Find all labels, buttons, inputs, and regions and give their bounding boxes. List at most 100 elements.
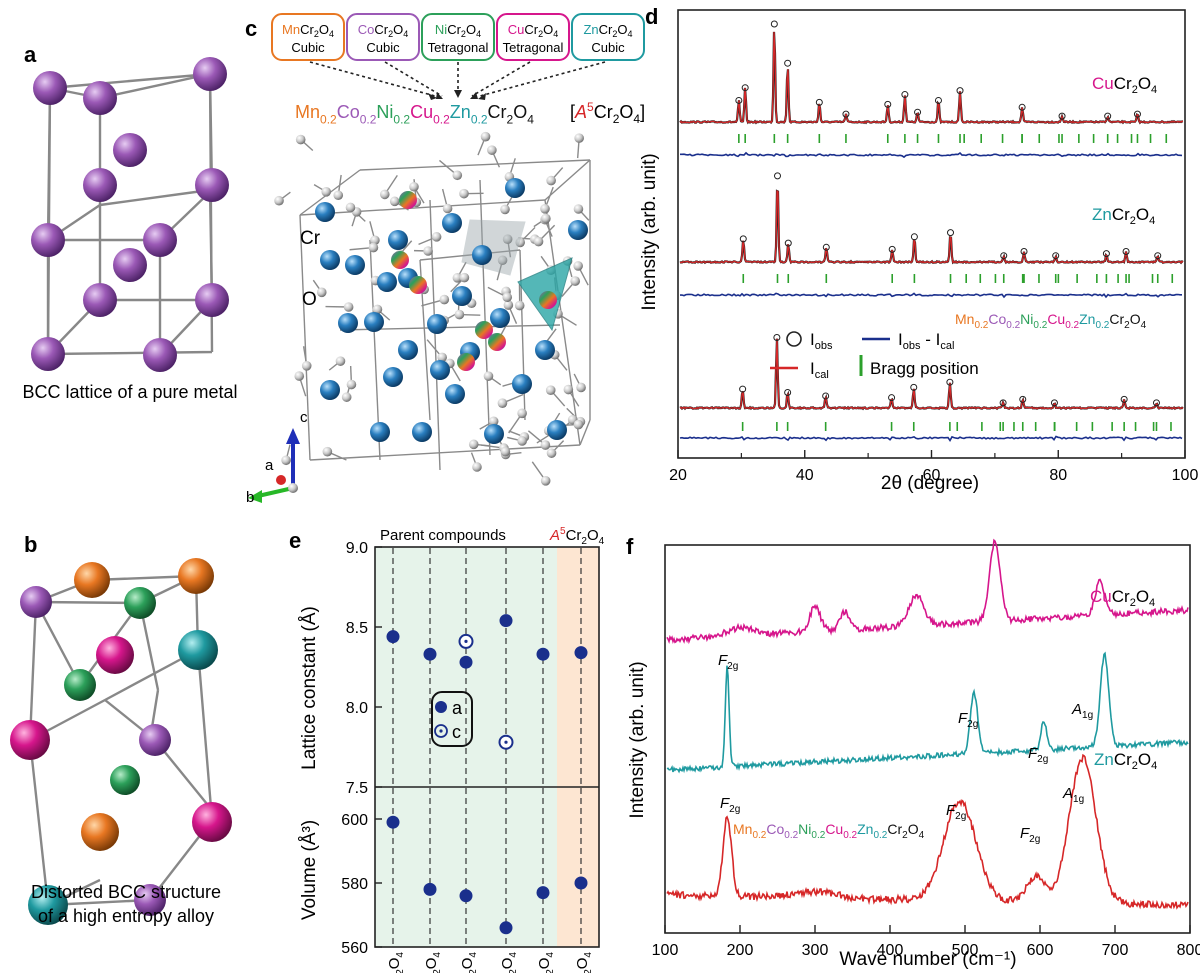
lattice-ylabel: Lattice constant (Å) — [299, 606, 320, 770]
xrd-ylabel: Intensity (arb. unit) — [639, 153, 660, 310]
xrd-calculated — [679, 190, 1184, 264]
volume-point — [536, 886, 550, 900]
raman-plot — [666, 538, 1189, 910]
xrd-peak-obs — [735, 96, 743, 104]
raman-series-1 — [666, 651, 1189, 774]
xrd-peak-obs — [888, 394, 896, 402]
hea-lattice-drawing — [28, 574, 221, 907]
axes-triad: c a b — [246, 409, 308, 506]
xrd-peak-obs — [784, 59, 792, 67]
xrd-calculated — [679, 338, 1184, 410]
parent-box-formula: MnCr2O4 — [282, 22, 334, 39]
raman-label-hea: Mn0.2Co0.2Ni0.2Cu0.2Zn0.2Cr2O4 — [733, 821, 925, 841]
lattice-a-point — [574, 646, 588, 660]
panel-a-letter: a — [24, 42, 37, 67]
raman-ylabel: Intensity (arb. unit) — [627, 661, 648, 818]
xrd-peak-obs — [946, 378, 954, 386]
xrd-peak-obs — [1058, 112, 1066, 120]
xrd-xlabel: 2θ (degree) — [881, 473, 979, 494]
lattice-yticks: 9.0 8.5 8.0 7.5 600 580 560 — [341, 540, 382, 957]
label-cr: Cr — [300, 228, 321, 249]
axis-a-label: a — [265, 457, 274, 474]
raman-mode-label: F2g — [1020, 825, 1040, 845]
volume-ytick-label: 600 — [341, 812, 368, 829]
xrd-peak-obs — [914, 108, 922, 116]
hea-atoms — [10, 558, 232, 925]
xrd-peak-obs — [999, 399, 1007, 407]
xrd-difference — [679, 292, 1182, 299]
lattice-a-point — [499, 614, 513, 628]
xrd-xtick-label: 20 — [669, 467, 687, 484]
xrd-xtick-label: 80 — [1049, 467, 1067, 484]
short-formula-a: A — [574, 102, 587, 122]
xrd-peak-obs — [884, 100, 892, 108]
panel-c: c MnCr2O4CubicCoCr2O4CubicNiCr2O4Tetrago… — [245, 13, 645, 506]
raman-label-cu: CuCr2O4 — [1090, 587, 1155, 609]
legend-idiff: Iobs - Ical — [898, 330, 954, 352]
volume-ytick-label: 560 — [341, 940, 368, 957]
short-formula: [A5Cr2O4] — [570, 100, 645, 126]
raman-mode-label: F2g — [946, 802, 966, 822]
xrd-difference — [680, 151, 1183, 159]
xrd-xtick-label: 60 — [923, 467, 941, 484]
bcc-lattice-drawing — [46, 72, 214, 356]
raman-mode-label: F2g — [1028, 745, 1048, 765]
lattice-xlabel: CuCr2O4 — [499, 952, 519, 973]
xrd-peak-obs — [1154, 252, 1162, 260]
xrd-legend: Iobs Iobs - Ical Ical Bragg position — [770, 330, 979, 381]
panel-b-caption-line2: of a high entropy alloy — [38, 906, 214, 926]
bragg-positions — [738, 134, 1168, 143]
volume-ylabel: Volume (Å³) — [299, 820, 320, 920]
xrd-peak-obs — [842, 110, 850, 118]
xrd-plot — [679, 20, 1184, 443]
raman-label-zn: ZnCr2O4 — [1094, 750, 1157, 772]
volume-point — [386, 815, 400, 829]
parent-compound-boxes: MnCr2O4CubicCoCr2O4CubicNiCr2O4Tetragona… — [271, 13, 645, 61]
parent-box-phase: Cubic — [366, 40, 400, 55]
xrd-peak-obs — [910, 233, 918, 241]
xrd-peak-obs — [888, 245, 896, 253]
lattice-a-point — [386, 630, 400, 644]
parent-box-phase: Cubic — [591, 40, 625, 55]
short-formula-sub2: 2 — [613, 112, 620, 126]
volume-point — [499, 921, 513, 935]
bragg-positions — [742, 274, 1174, 283]
raman-xtick-label: 600 — [1027, 942, 1054, 959]
xrd-peak-obs — [910, 383, 918, 391]
raman-mode-labels: F2g F2g F2g A1g F2g F2g F2g A1g — [718, 652, 1093, 845]
panel-d: d Intensity (arb. unit) 2θ (degree) 20 40… — [639, 4, 1198, 494]
xrd-peak-obs — [1104, 112, 1112, 120]
lattice-xlabel: A5Cr2O4 — [573, 952, 594, 973]
xrd-peak-obs — [739, 385, 747, 393]
parent-box-formula: CoCr2O4 — [358, 22, 409, 39]
lattice-ytick-label: 9.0 — [346, 540, 368, 557]
raman-xtick-label: 200 — [727, 942, 754, 959]
volume-point — [459, 889, 473, 903]
panel-b: b Distorted BCC structure of a high entr… — [10, 532, 232, 926]
xrd-peak-obs — [1019, 395, 1027, 403]
parent-box-formula: ZnCr2O4 — [583, 22, 632, 39]
xrd-peak-obs — [1050, 399, 1058, 407]
xrd-peak-obs — [1133, 110, 1141, 118]
lattice-ytick-label: 8.5 — [346, 620, 368, 637]
xrd-peak-obs — [784, 389, 792, 397]
panel-a: a BCC lattice of a pure metal — [22, 42, 237, 402]
axis-b-label: b — [246, 489, 254, 506]
panel-f-letter: f — [626, 534, 634, 559]
xrd-difference — [679, 435, 1183, 443]
xrd-xtick-label: 40 — [796, 467, 814, 484]
legend-a: a — [452, 698, 463, 718]
xrd-peak-obs — [934, 96, 942, 104]
xrd-peak-obs — [815, 98, 823, 106]
spinel-crystal-structure — [274, 131, 591, 486]
xrd-peak-obs — [1122, 248, 1130, 255]
raman-xtick-label: 300 — [802, 942, 829, 959]
raman-xtick-label: 100 — [652, 942, 679, 959]
lattice-ytick-label: 8.0 — [346, 700, 368, 717]
lattice-xlabel: NiCr2O4 — [459, 952, 479, 973]
legend-ical: Ical — [810, 359, 829, 381]
xrd-peak-obs — [1018, 103, 1026, 111]
